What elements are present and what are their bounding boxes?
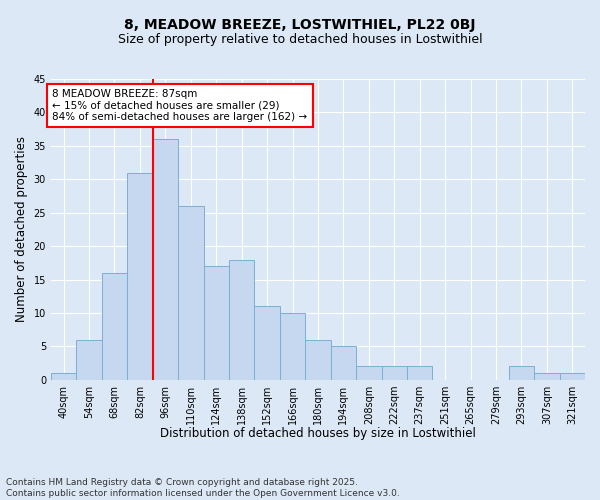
Bar <box>152 139 178 380</box>
Bar <box>331 346 356 380</box>
Text: 8, MEADOW BREEZE, LOSTWITHIEL, PL22 0BJ: 8, MEADOW BREEZE, LOSTWITHIEL, PL22 0BJ <box>124 18 476 32</box>
Bar <box>305 340 331 380</box>
Bar <box>127 172 152 380</box>
Bar <box>203 266 229 380</box>
Bar <box>229 260 254 380</box>
Bar <box>76 340 102 380</box>
Bar <box>407 366 433 380</box>
Bar <box>254 306 280 380</box>
Bar <box>560 373 585 380</box>
Text: Size of property relative to detached houses in Lostwithiel: Size of property relative to detached ho… <box>118 32 482 46</box>
Text: 8 MEADOW BREEZE: 87sqm
← 15% of detached houses are smaller (29)
84% of semi-det: 8 MEADOW BREEZE: 87sqm ← 15% of detached… <box>52 89 307 122</box>
Bar <box>102 273 127 380</box>
Bar <box>51 373 76 380</box>
Bar <box>178 206 203 380</box>
Bar <box>534 373 560 380</box>
Y-axis label: Number of detached properties: Number of detached properties <box>15 136 28 322</box>
Bar <box>509 366 534 380</box>
Text: Contains HM Land Registry data © Crown copyright and database right 2025.
Contai: Contains HM Land Registry data © Crown c… <box>6 478 400 498</box>
X-axis label: Distribution of detached houses by size in Lostwithiel: Distribution of detached houses by size … <box>160 427 476 440</box>
Bar <box>356 366 382 380</box>
Bar <box>280 313 305 380</box>
Bar <box>382 366 407 380</box>
